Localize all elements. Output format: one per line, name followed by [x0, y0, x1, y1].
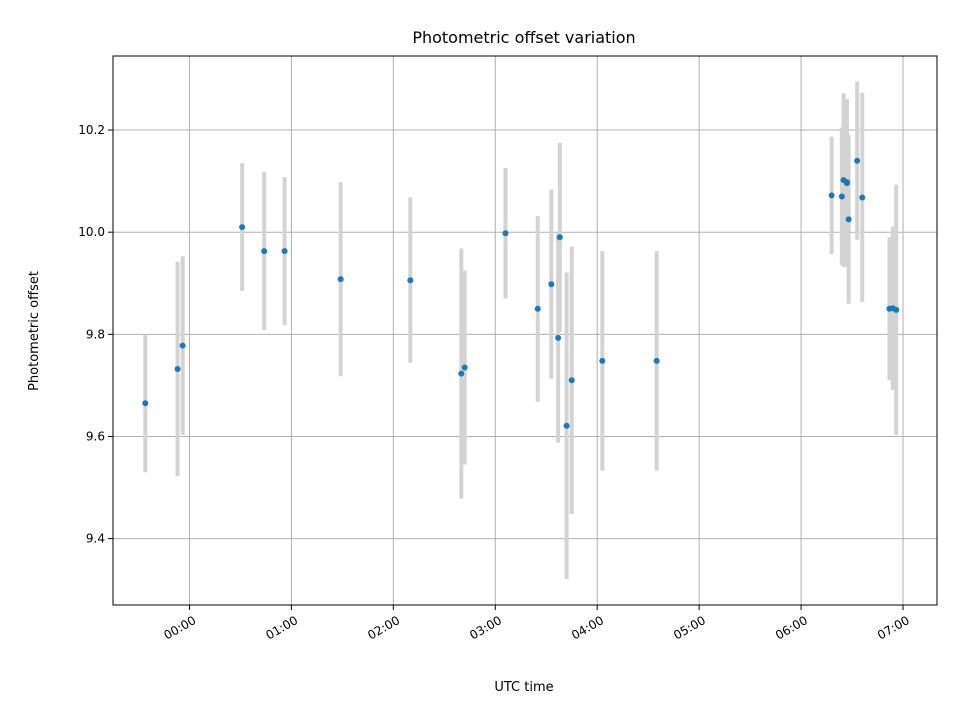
data-point [142, 400, 149, 407]
data-point [843, 179, 850, 186]
data-point [859, 194, 866, 201]
data-point [845, 216, 852, 223]
data-point [563, 422, 570, 429]
y-axis-ticks: 9.4 9.6 9.8 10.0 10.2 [78, 123, 113, 546]
data-point [179, 342, 186, 349]
data-point [893, 306, 900, 313]
data-point [534, 305, 541, 312]
y-tick-label: 9.4 [86, 532, 105, 546]
data-point [174, 366, 181, 373]
grid [113, 56, 937, 605]
data-points [142, 157, 900, 429]
data-point [458, 370, 465, 377]
data-point [599, 357, 606, 364]
data-point [337, 276, 344, 283]
data-point [854, 157, 861, 164]
y-axis-label: Photometric offset [27, 271, 42, 391]
data-point [838, 193, 845, 200]
y-tick-label: 10.0 [78, 225, 105, 239]
data-point [261, 248, 268, 255]
data-point [556, 234, 563, 241]
data-point [239, 224, 246, 231]
data-point [548, 281, 555, 288]
chart-title: Photometric offset variation [412, 28, 635, 47]
data-point [407, 277, 414, 284]
y-tick-label: 10.2 [78, 123, 105, 137]
x-axis-label: UTC time [494, 680, 553, 695]
data-point [555, 334, 562, 341]
data-point [568, 377, 575, 384]
y-tick-label: 9.8 [86, 327, 105, 341]
data-point [502, 230, 509, 237]
data-point [281, 248, 288, 255]
data-point [653, 357, 660, 364]
data-point [828, 192, 835, 199]
plot-area-frame [112, 55, 938, 606]
data-point [461, 364, 468, 371]
y-tick-label: 9.6 [86, 429, 105, 443]
